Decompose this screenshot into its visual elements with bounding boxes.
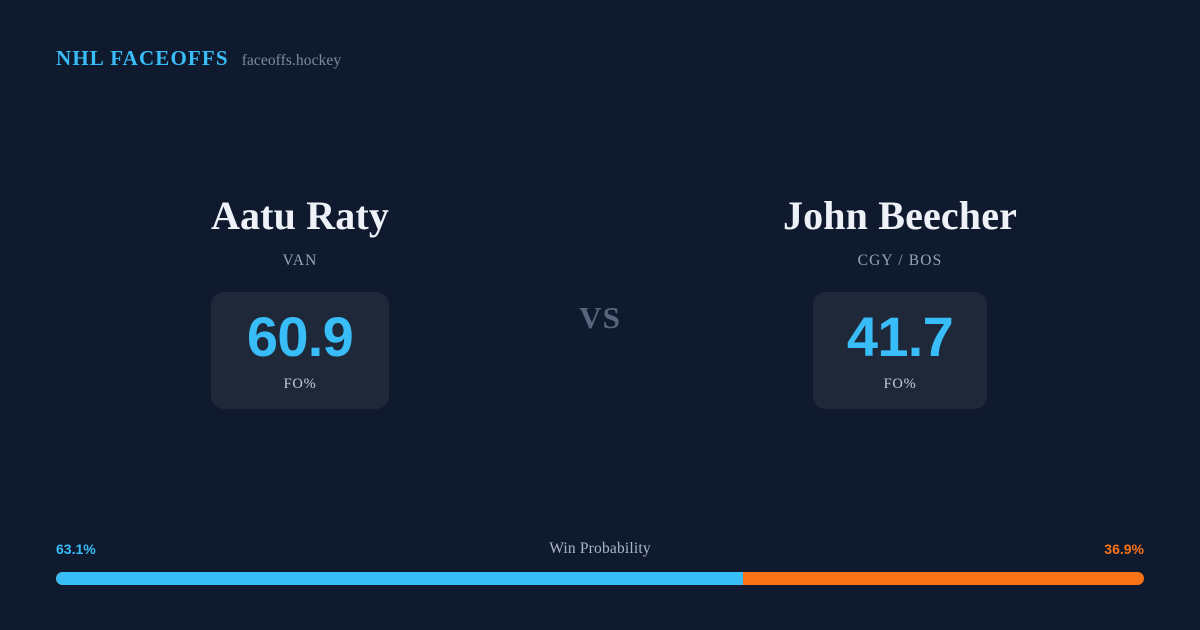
player-team-right: CGY / BOS — [857, 252, 943, 269]
player-card-left: Aatu Raty VAN 60.9 FO% — [60, 196, 540, 409]
stat-label-right: FO% — [883, 375, 917, 392]
stat-value-right: 41.7 — [846, 305, 954, 368]
win-probability-bar — [56, 572, 1144, 585]
win-probability-bar-left-fill — [56, 572, 743, 585]
brand-wordmark: NHL FACEOFFS — [56, 46, 229, 70]
stat-value-left: 60.9 — [246, 305, 354, 368]
player-name-left: Aatu Raty — [210, 193, 390, 238]
stat-card-left: 60.9 FO% — [211, 292, 389, 409]
brand-site-label: faceoffs.hockey — [241, 52, 342, 69]
win-probability-left-value: 63.1% — [56, 541, 96, 557]
vs-label: VS — [579, 300, 621, 335]
win-probability-labels: 63.1% Win Probability 36.9% — [56, 540, 1144, 563]
matchup-row: Aatu Raty VAN 60.9 FO% VS John Beecher C… — [0, 196, 1200, 409]
vs-divider: VS — [540, 196, 660, 336]
header: NHL FACEOFFS faceoffs.hockey — [56, 46, 341, 71]
stat-label-left: FO% — [283, 375, 317, 392]
stat-card-right: 41.7 FO% — [812, 292, 988, 409]
win-probability-title: Win Probability — [549, 540, 651, 557]
win-probability-right-value: 36.9% — [1104, 541, 1144, 557]
win-probability-section: 63.1% Win Probability 36.9% — [56, 540, 1144, 585]
player-card-right: John Beecher CGY / BOS 41.7 FO% — [660, 196, 1140, 409]
player-team-left: VAN — [282, 252, 318, 269]
player-name-right: John Beecher — [782, 193, 1018, 238]
